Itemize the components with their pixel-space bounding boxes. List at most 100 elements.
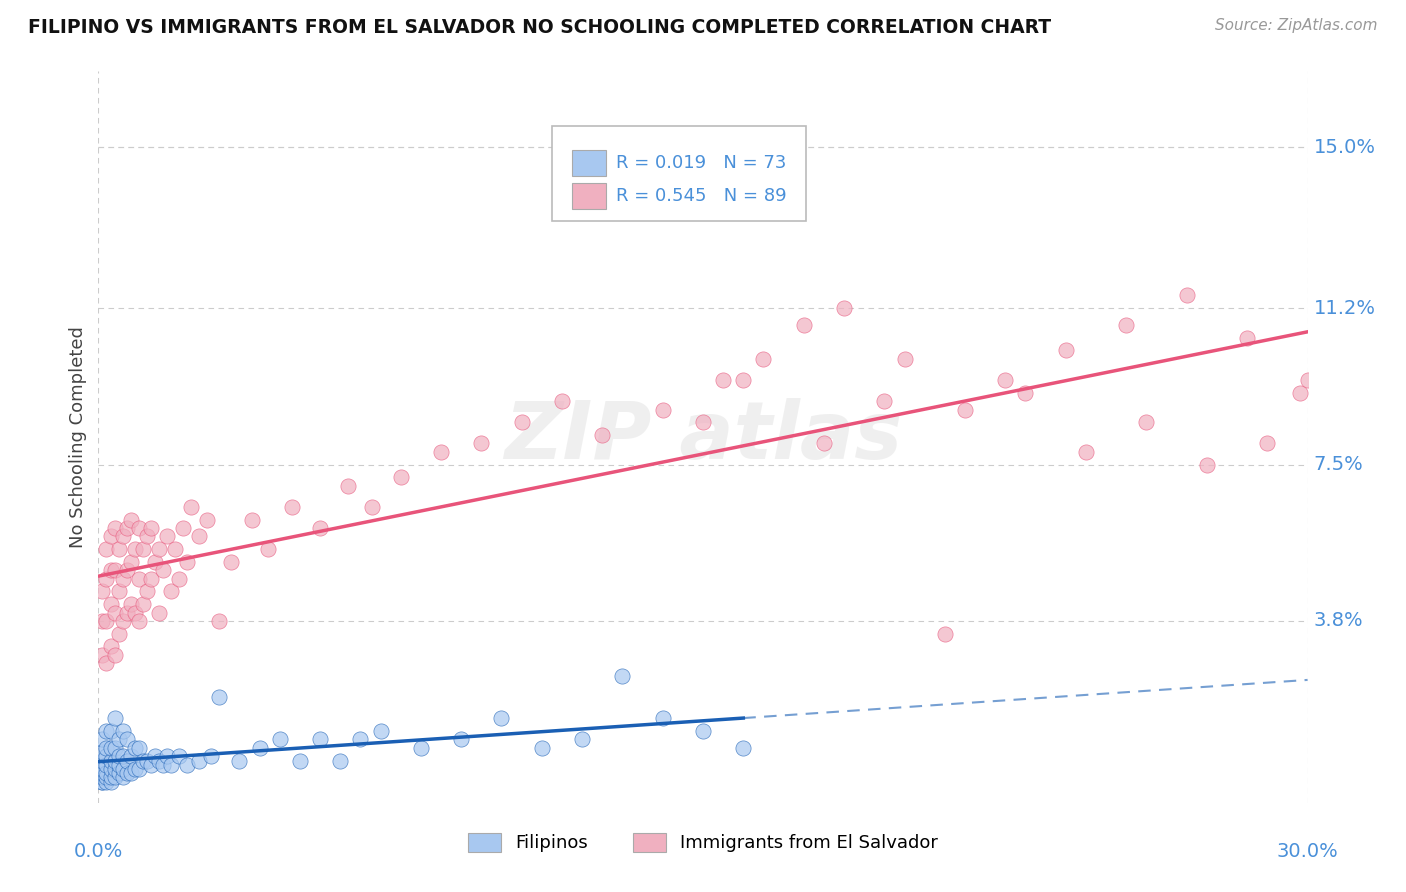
Point: [200, 749, 222, 764]
Point: [115, 606, 138, 620]
Point: [208, 690, 231, 705]
Point: [160, 584, 183, 599]
Point: [111, 572, 134, 586]
Point: [651, 711, 673, 725]
Point: [163, 542, 186, 557]
Point: [132, 754, 155, 768]
Point: [103, 648, 125, 662]
Point: [309, 521, 332, 535]
Point: [139, 757, 162, 772]
Point: [120, 766, 142, 780]
Text: 15.0%: 15.0%: [1313, 138, 1375, 157]
Point: [96, 614, 118, 628]
Point: [100, 740, 122, 755]
Point: [167, 749, 190, 764]
Point: [103, 563, 125, 577]
Point: [100, 563, 122, 577]
Point: [120, 749, 142, 764]
Point: [111, 762, 134, 776]
Point: [491, 711, 513, 725]
Point: [361, 500, 384, 514]
Point: [612, 669, 634, 683]
Point: [135, 754, 157, 768]
Text: 30.0%: 30.0%: [1277, 842, 1339, 861]
Point: [96, 542, 118, 557]
Point: [128, 572, 150, 586]
Point: [111, 723, 134, 738]
Point: [91, 648, 114, 662]
Point: [148, 754, 170, 768]
Point: [132, 542, 155, 557]
Point: [994, 373, 1017, 387]
Bar: [572, 183, 606, 209]
Point: [470, 436, 492, 450]
Text: FILIPINO VS IMMIGRANTS FROM EL SALVADOR NO SCHOOLING COMPLETED CORRELATION CHART: FILIPINO VS IMMIGRANTS FROM EL SALVADOR …: [28, 18, 1052, 37]
Point: [692, 723, 714, 738]
Point: [934, 626, 956, 640]
Point: [143, 749, 166, 764]
Point: [1175, 288, 1198, 302]
Point: [221, 555, 243, 569]
Point: [100, 774, 122, 789]
Point: [115, 563, 138, 577]
Point: [240, 512, 263, 526]
Point: [124, 740, 146, 755]
Point: [100, 597, 122, 611]
Point: [111, 771, 134, 785]
Point: [148, 542, 170, 557]
Point: [389, 470, 412, 484]
Point: [409, 740, 432, 755]
Text: Source: ZipAtlas.com: Source: ZipAtlas.com: [1215, 18, 1378, 33]
Point: [188, 529, 211, 543]
Point: [103, 521, 125, 535]
Point: [96, 572, 118, 586]
Point: [96, 740, 118, 755]
Point: [269, 732, 291, 747]
Point: [100, 762, 122, 776]
FancyBboxPatch shape: [551, 126, 806, 221]
Point: [91, 584, 114, 599]
Point: [1296, 373, 1319, 387]
Point: [115, 754, 138, 768]
Point: [128, 521, 150, 535]
Point: [813, 436, 835, 450]
Point: [91, 774, 114, 789]
Point: [1236, 331, 1258, 345]
Point: [1135, 415, 1157, 429]
Point: [91, 771, 114, 785]
Point: [530, 740, 553, 755]
Point: [208, 614, 231, 628]
Point: [349, 732, 371, 747]
Point: [100, 771, 122, 785]
Point: [370, 723, 392, 738]
Point: [1054, 343, 1077, 358]
Point: [128, 614, 150, 628]
Point: [1014, 385, 1036, 400]
Point: [120, 555, 142, 569]
Point: [329, 754, 352, 768]
Point: [281, 500, 304, 514]
Point: [288, 754, 311, 768]
Point: [91, 774, 114, 789]
Point: [733, 373, 755, 387]
Text: ZIP atlas: ZIP atlas: [503, 398, 903, 476]
Text: 0.0%: 0.0%: [73, 842, 124, 861]
Point: [1115, 318, 1137, 332]
Point: [128, 762, 150, 776]
Y-axis label: No Schooling Completed: No Schooling Completed: [69, 326, 87, 548]
Point: [752, 351, 775, 366]
Point: [228, 754, 250, 768]
Point: [100, 754, 122, 768]
Point: [120, 597, 142, 611]
Point: [96, 766, 118, 780]
Point: [91, 745, 114, 759]
Point: [176, 555, 198, 569]
Point: [100, 529, 122, 543]
Point: [124, 606, 146, 620]
Point: [96, 771, 118, 785]
Point: [953, 402, 976, 417]
Point: [873, 394, 896, 409]
Point: [651, 402, 673, 417]
Point: [120, 512, 142, 526]
Point: [103, 771, 125, 785]
